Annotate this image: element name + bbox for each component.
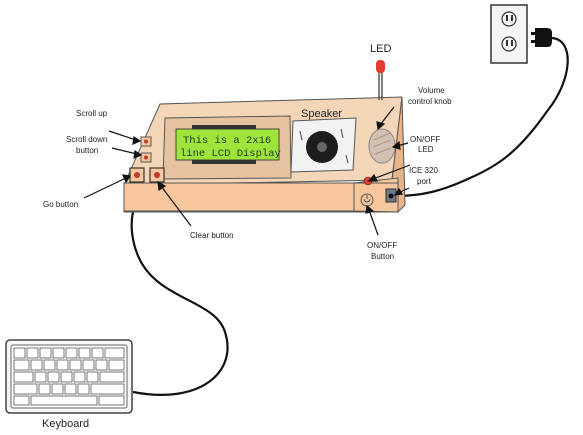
scroll-up-button[interactable] xyxy=(140,136,152,147)
onoff-button[interactable] xyxy=(360,193,374,207)
volume-knob[interactable] xyxy=(368,128,396,164)
lcd-line-2: line LCD Display xyxy=(180,148,281,160)
scroll-down-button[interactable] xyxy=(140,152,152,163)
keyboard-label: Keyboard xyxy=(42,418,89,430)
onoff-led-label-2: LED xyxy=(418,145,434,154)
go-button-label: Go button xyxy=(43,200,78,209)
power-cable xyxy=(394,36,569,198)
ice-port-label-2: port xyxy=(417,177,432,186)
speaker: Speaker xyxy=(290,108,357,173)
ice-port-label-1: ICE 320 xyxy=(409,166,438,175)
speaker-label: Speaker xyxy=(301,108,342,120)
power-outlet-icon xyxy=(490,4,528,64)
keyboard-icon xyxy=(5,339,133,414)
volume-label-1: Volume xyxy=(418,86,445,95)
top-led xyxy=(376,60,385,100)
onoff-led-label-1: ON/OFF xyxy=(410,135,440,144)
lcd-module: This is a 2x16 line LCD Display xyxy=(162,115,292,180)
led-label: LED xyxy=(370,43,391,55)
onoff-button-label-1: ON/OFF xyxy=(367,241,397,250)
scroll-up-label: Scroll up xyxy=(76,109,108,118)
volume-label-2: control knob xyxy=(408,97,452,106)
lcd-line-1: This is a 2x16 xyxy=(183,135,271,147)
keyboard-cable xyxy=(130,184,229,396)
scroll-down-label-1: Scroll down xyxy=(66,135,107,144)
scroll-down-label-2: button xyxy=(76,146,98,155)
ice-320-port xyxy=(385,188,397,203)
onoff-button-label-2: Button xyxy=(371,252,394,261)
clear-button[interactable] xyxy=(149,167,165,183)
clear-button-label: Clear button xyxy=(190,231,234,240)
annotation-arrows xyxy=(83,106,411,236)
go-button[interactable] xyxy=(129,167,145,183)
power-plug-icon xyxy=(531,28,552,47)
